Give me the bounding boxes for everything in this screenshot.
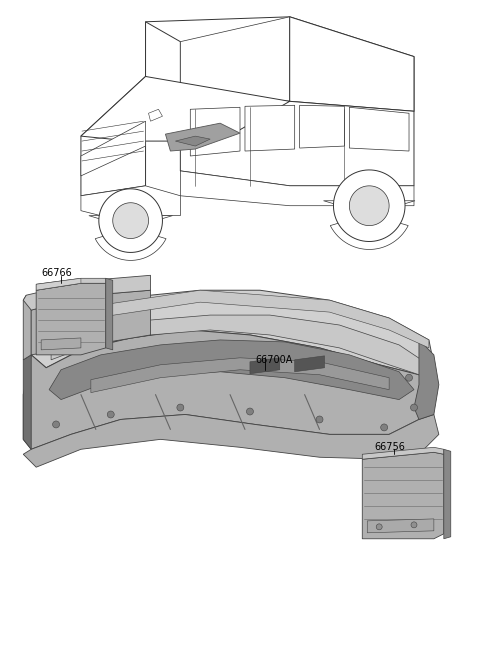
Circle shape (177, 404, 184, 411)
Polygon shape (106, 278, 113, 350)
Circle shape (376, 524, 382, 530)
Polygon shape (290, 17, 414, 112)
Polygon shape (190, 108, 240, 156)
Circle shape (381, 424, 388, 431)
Polygon shape (324, 201, 415, 249)
Circle shape (316, 416, 323, 423)
Polygon shape (91, 358, 389, 393)
Polygon shape (180, 17, 290, 101)
Polygon shape (49, 340, 414, 400)
Text: 66756: 66756 (374, 442, 405, 452)
Polygon shape (51, 315, 429, 375)
Circle shape (53, 421, 60, 428)
Circle shape (410, 404, 418, 411)
Polygon shape (31, 290, 151, 355)
Polygon shape (349, 186, 389, 226)
Polygon shape (367, 519, 434, 533)
Polygon shape (300, 106, 344, 148)
Circle shape (411, 522, 417, 528)
Polygon shape (334, 170, 405, 241)
Circle shape (246, 408, 253, 415)
Text: 66700A: 66700A (255, 355, 292, 365)
Polygon shape (81, 121, 145, 176)
Polygon shape (36, 283, 106, 355)
Polygon shape (101, 290, 429, 348)
Polygon shape (23, 355, 31, 449)
Polygon shape (166, 123, 240, 151)
Circle shape (406, 374, 412, 381)
Polygon shape (362, 452, 444, 539)
Polygon shape (148, 110, 162, 121)
Polygon shape (41, 338, 81, 350)
Polygon shape (81, 186, 180, 216)
Text: 66766: 66766 (41, 268, 72, 278)
Polygon shape (23, 295, 31, 359)
Polygon shape (81, 77, 145, 195)
Polygon shape (36, 278, 81, 290)
Polygon shape (180, 96, 414, 186)
Polygon shape (145, 22, 180, 96)
Polygon shape (250, 358, 280, 374)
Polygon shape (362, 447, 444, 459)
Polygon shape (295, 356, 324, 372)
Polygon shape (23, 276, 151, 310)
Polygon shape (23, 415, 439, 467)
Polygon shape (349, 108, 409, 151)
Polygon shape (145, 17, 414, 112)
Polygon shape (113, 203, 148, 239)
Polygon shape (175, 136, 210, 146)
Polygon shape (23, 330, 434, 449)
Polygon shape (99, 189, 162, 253)
Polygon shape (89, 216, 172, 260)
Polygon shape (245, 106, 295, 151)
Polygon shape (180, 171, 414, 206)
Polygon shape (36, 278, 106, 290)
Polygon shape (81, 77, 290, 141)
Circle shape (107, 411, 114, 418)
Polygon shape (31, 290, 434, 375)
Polygon shape (444, 449, 451, 539)
Polygon shape (414, 340, 439, 419)
